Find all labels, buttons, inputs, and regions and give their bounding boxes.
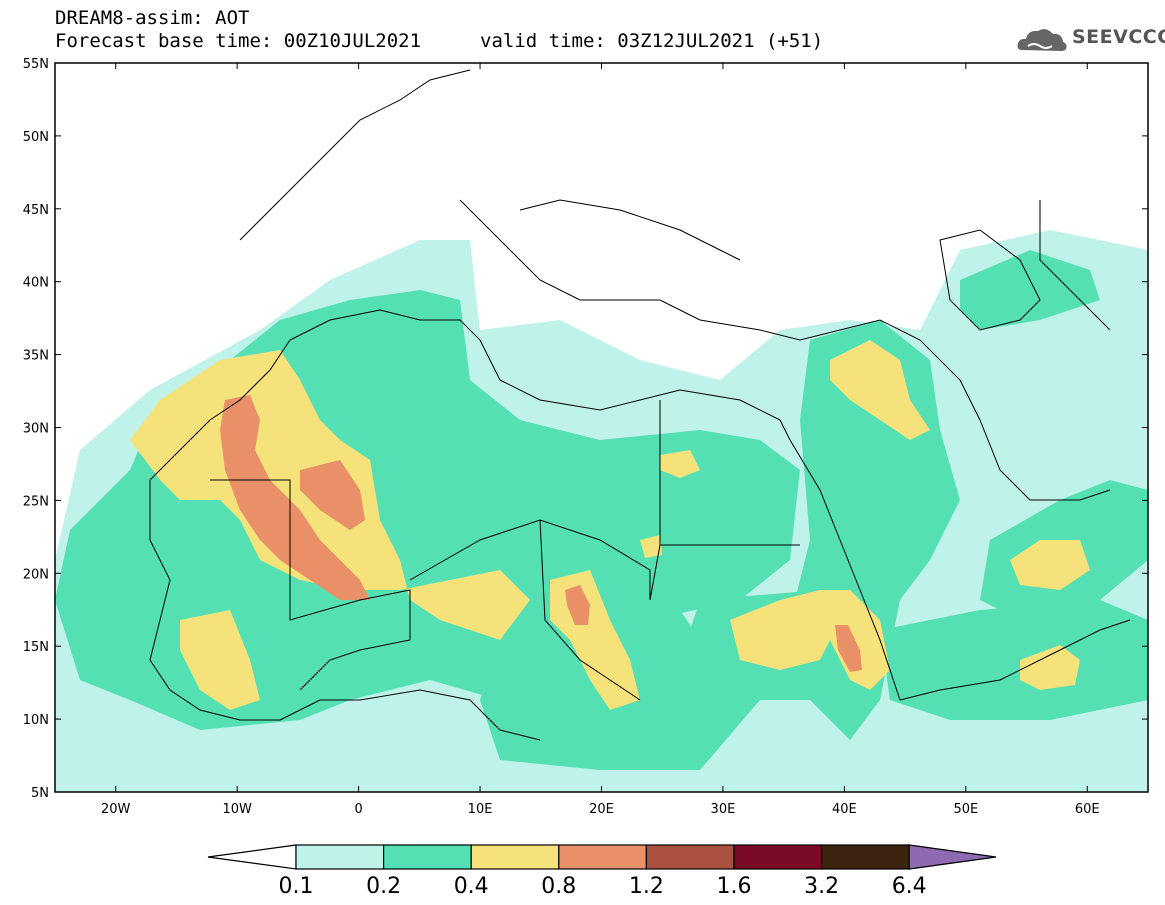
lon-tick-label: 50E xyxy=(953,802,978,817)
seevccc-logo-text: SEEVCCC xyxy=(1072,26,1165,48)
colorbar-label: 1.6 xyxy=(717,874,752,899)
colorbar-high-arrow xyxy=(908,844,997,870)
map-title: DREAM8-assim: AOT xyxy=(55,7,250,29)
colorbar-label: 0.8 xyxy=(541,874,576,899)
colorbar-swatch xyxy=(645,844,735,870)
lon-tick-label: 20E xyxy=(589,802,614,817)
colorbar-label: 1.2 xyxy=(629,874,664,899)
lat-tick-label: 30N xyxy=(23,422,49,437)
lon-tick-label: 10E xyxy=(468,802,493,817)
lon-tick-label: 30E xyxy=(711,802,736,817)
colorbar-swatch xyxy=(470,844,560,870)
lon-tick-label: 40E xyxy=(832,802,857,817)
coastlines xyxy=(149,69,1131,741)
lat-tick-label: 45N xyxy=(23,203,49,218)
lon-tick-label: 10W xyxy=(222,802,252,817)
colorbar-swatch xyxy=(383,844,472,870)
aot-level-0.8 xyxy=(220,395,862,672)
lat-tick-label: 35N xyxy=(23,349,49,364)
cloud-logo-icon xyxy=(1017,29,1067,51)
colorbar-swatch xyxy=(820,844,910,870)
colorbar-label: 6.4 xyxy=(892,874,927,899)
colorbar-swatch xyxy=(733,844,823,870)
lat-tick-label: 40N xyxy=(23,276,49,291)
lat-tick-label: 15N xyxy=(23,640,49,655)
colorbar-swatch xyxy=(558,844,647,870)
aot-field xyxy=(55,230,1148,792)
colorbar-label: 0.1 xyxy=(279,874,314,899)
lon-tick-label: 0 xyxy=(354,802,362,817)
lat-tick-label: 55N xyxy=(23,57,49,72)
forecast-base-time: Forecast base time: 00Z10JUL2021 xyxy=(55,30,422,52)
lon-tick-label: 60E xyxy=(1075,802,1100,817)
lat-tick-label: 50N xyxy=(23,130,49,145)
valid-time: valid time: 03Z12JUL2021 (+51) xyxy=(480,30,824,52)
colorbar-low-arrow xyxy=(207,844,297,870)
lat-tick-label: 5N xyxy=(31,786,49,801)
colorbar-label: 3.2 xyxy=(804,874,839,899)
lat-tick-label: 20N xyxy=(23,567,49,582)
lat-tick-label: 25N xyxy=(23,494,49,509)
colorbar-label: 0.4 xyxy=(454,874,489,899)
colorbar-swatch xyxy=(295,844,385,870)
lon-tick-label: 20W xyxy=(101,802,131,817)
lat-tick-label: 10N xyxy=(23,713,49,728)
colorbar: 0.1 0.2 0.4 0.8 1.2 1.6 3.2 6.4 xyxy=(207,844,997,899)
colorbar-label: 0.2 xyxy=(366,874,401,899)
axis-ticks: 5N 10N 15N 20N 25N 30N 35N 40N 45N 50N 55N 20W 10W 0 1… xyxy=(23,57,1148,817)
